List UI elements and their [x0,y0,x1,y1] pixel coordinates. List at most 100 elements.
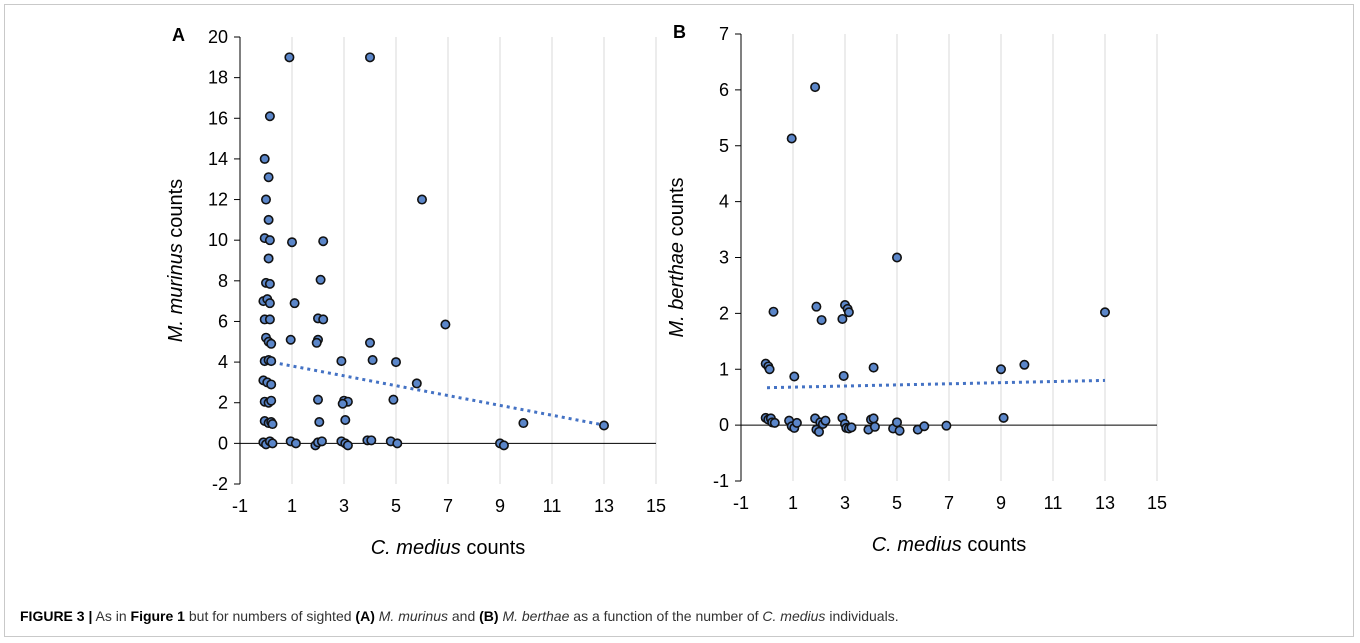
panel-a-data-point [264,298,275,309]
panel-b-data-point [843,307,854,318]
panel-b-y-axis-label: M. berthae counts [666,177,688,337]
panel-a-data-point [314,417,325,428]
panel-b-x-tick-label: 5 [892,493,902,513]
panel-b-data-point [791,417,802,428]
panel-a-data-point [289,298,300,309]
panel-a-y-tick-label: -2 [212,474,228,494]
panel-a-y-tick-label: 8 [218,271,228,291]
panel-a-data-point [285,334,296,345]
caption-species-3: C. medius [762,608,826,624]
caption-text-1: As in [92,608,131,624]
panel-b-data-point [919,421,930,432]
panel-a-y-tick-label: 10 [208,230,228,250]
panel-b-x-tick-label: 11 [1044,493,1063,513]
panel-a-data-point [367,355,378,366]
panel-a-y-tick-label: 2 [218,393,228,413]
panel-b-x-tick-label: 1 [788,493,798,513]
caption-species-2: M. berthae [502,608,570,624]
panel-a-x-tick-label: 7 [443,496,453,516]
panel-a-x-tick-label: 15 [646,496,666,516]
panel-a-data-point [264,235,275,246]
caption-text-3: and [447,608,480,624]
panel-b-data-point [1100,307,1111,318]
panel-b-x-tick-label: 15 [1147,493,1167,513]
figure-frame [4,4,1354,637]
panel-a-data-point [264,111,275,122]
panel-a-data-point [264,314,275,325]
panel-a-data-point [364,52,375,63]
panel-b-data-point [837,313,848,324]
panel-b-y-tick-label: 3 [719,248,729,268]
panel-b-data-point [789,371,800,382]
panel-b-y-tick-label: 0 [719,415,729,435]
panel-a-x-tick-label: 5 [391,496,401,516]
panel-a-data-point [440,319,451,330]
panel-a-data-point [340,414,351,425]
panel-a-y-tick-label: 12 [208,190,228,210]
panel-a-x-tick-label: -1 [232,496,248,516]
panel-a-y-tick-label: 14 [208,149,228,169]
panel-a-data-point [388,394,399,405]
panel-a-data-point [337,398,348,409]
panel-b-letter: B [673,22,686,42]
panel-b-data-point [813,426,824,437]
panel-a-data-point [266,395,277,406]
panel-a-data-point [263,172,274,183]
panel-b-x-axis-label: C. medius counts [872,534,1027,556]
panel-a-x-axis-label: C. medius counts [371,537,526,559]
caption-label: FIGURE 3 | [20,608,93,624]
panel-a-data-point [342,440,353,451]
panel-a-data-point [598,420,609,431]
panel-a-data-point [390,357,401,368]
caption-text-4: as a function of the number of [569,608,763,624]
caption-panel-b: (B) [479,608,499,624]
panel-a-data-point [264,278,275,289]
panel-b-y-tick-label: 2 [719,303,729,323]
panel-b-data-point [811,301,822,312]
panel-a-data-point [284,52,295,63]
panel-b-data-point [838,370,849,381]
panel-a-data-point [364,337,375,348]
panel-a-y-tick-label: 0 [218,433,228,453]
panel-b-data-point [891,417,902,428]
panel-b-trendline [766,378,1106,390]
panel-a-y-tick-label: 6 [218,311,228,331]
panel-a-x-tick-label: 13 [594,496,614,516]
panel-b-data-point [995,364,1006,375]
panel-b-y-tick-label: 7 [719,24,729,44]
panel-a-data-point [312,394,323,405]
panel-b-y-tick-label: 1 [719,359,729,379]
caption-text-2: but for numbers of sighted [184,608,356,624]
panel-b-y-tick-label: 4 [719,192,729,212]
panel-a-x-tick-label: 3 [339,496,349,516]
panel-b-x-tick-label: -1 [733,493,749,513]
panel-a-data-point [267,419,278,430]
panel-a-x-tick-label: 1 [287,496,297,516]
panel-a-data-point [318,314,329,325]
panel-a-data-point [318,236,329,247]
panel-a-data-point [311,337,322,348]
panel-a-data-point [518,418,529,429]
panel-a-y-tick-label: 4 [218,352,228,372]
panel-b-data-point [769,417,780,428]
panel-a-y-tick-label: 20 [208,27,228,47]
panel-b-y-tick-label: -1 [713,471,729,491]
panel-a-data-point [263,253,274,264]
caption-figure-ref[interactable]: Figure 1 [130,608,185,624]
panel-b-data-point [820,415,831,426]
caption-species-1: M. murinus [378,608,448,624]
panel-a-x-tick-label: 11 [543,496,562,516]
panel-b-data-point [868,413,879,424]
panel-a-data-point [259,153,270,164]
panel-a-data-point [366,435,377,446]
panel-b-y-tick-label: 5 [719,136,729,156]
panel-a-data-point [315,274,326,285]
panel-b-data-point [846,422,857,433]
panel-a-data-point [316,436,327,447]
panel-a-data-point [416,194,427,205]
figure-caption: FIGURE 3 | As in Figure 1 but for number… [20,608,1340,624]
panel-b-data-point [941,420,952,431]
